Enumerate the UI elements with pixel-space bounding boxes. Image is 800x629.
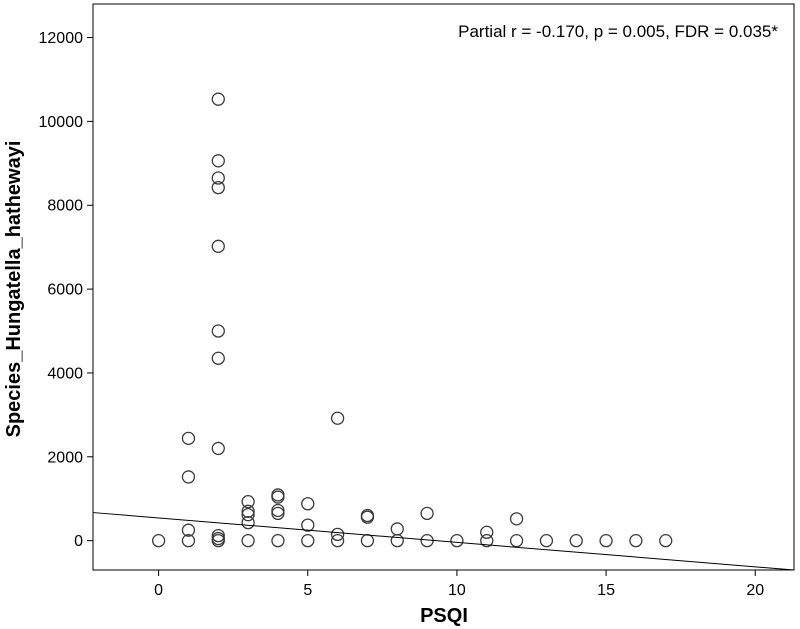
data-point	[181, 470, 196, 484]
data-point	[360, 508, 375, 523]
fit-line	[92, 512, 795, 571]
data-point	[211, 531, 225, 546]
data-point	[211, 528, 225, 543]
data-point	[301, 518, 315, 532]
y-tick-label: 2000	[47, 449, 83, 466]
y-tick-label: 8000	[47, 198, 83, 215]
data-points	[151, 92, 673, 548]
data-point	[301, 497, 315, 511]
data-point	[211, 171, 225, 185]
x-axis: 0 5 10 15 20	[154, 570, 764, 599]
data-point	[569, 534, 583, 548]
data-point	[211, 351, 225, 365]
data-point	[509, 534, 524, 548]
data-point	[241, 534, 255, 548]
data-point	[241, 515, 255, 530]
data-point	[181, 523, 196, 537]
data-point	[330, 527, 345, 542]
data-point	[480, 534, 494, 548]
x-tick-label: 5	[303, 582, 312, 599]
data-point	[271, 488, 285, 502]
data-point	[211, 92, 225, 106]
data-point	[271, 506, 285, 521]
data-point	[330, 534, 345, 548]
y-tick-label: 12000	[39, 30, 84, 47]
data-point	[599, 534, 613, 548]
data-point	[241, 495, 255, 509]
data-point	[211, 154, 225, 168]
data-point	[181, 534, 196, 548]
data-point	[211, 180, 225, 195]
data-point	[330, 411, 345, 425]
x-axis-title: PSQI	[420, 605, 468, 627]
data-point	[241, 508, 255, 522]
data-point	[450, 534, 464, 548]
data-point	[390, 522, 404, 536]
data-point	[509, 512, 524, 526]
fit-line-group	[92, 512, 795, 571]
data-point	[271, 534, 285, 548]
data-point	[480, 525, 494, 539]
data-point	[629, 534, 643, 548]
data-point	[539, 534, 554, 548]
data-point	[211, 324, 225, 338]
data-point	[151, 534, 166, 548]
x-tick-label: 0	[154, 582, 163, 599]
data-point	[211, 441, 225, 456]
data-point	[420, 506, 434, 521]
correlation-annotation: Partial r = -0.170, p = 0.005, FDR = 0.0…	[458, 22, 778, 41]
plot-area	[92, 3, 795, 571]
y-tick-label: 4000	[47, 365, 83, 382]
data-point	[271, 503, 285, 518]
data-point	[211, 239, 225, 253]
data-point	[241, 504, 255, 518]
data-point	[659, 534, 673, 548]
x-tick-label: 10	[448, 582, 466, 599]
y-tick-label: 10000	[39, 114, 84, 131]
x-tick-label: 15	[597, 582, 615, 599]
y-tick-label: 0	[74, 533, 83, 550]
x-tick-label: 20	[746, 582, 764, 599]
y-axis: 0 2000 4000 6000 8000 10000 12000	[39, 30, 93, 550]
y-axis-title: Species_Hungatella_hathewayi	[3, 141, 25, 438]
data-point	[301, 534, 315, 548]
y-tick-label: 6000	[47, 282, 83, 299]
data-point	[181, 431, 196, 446]
